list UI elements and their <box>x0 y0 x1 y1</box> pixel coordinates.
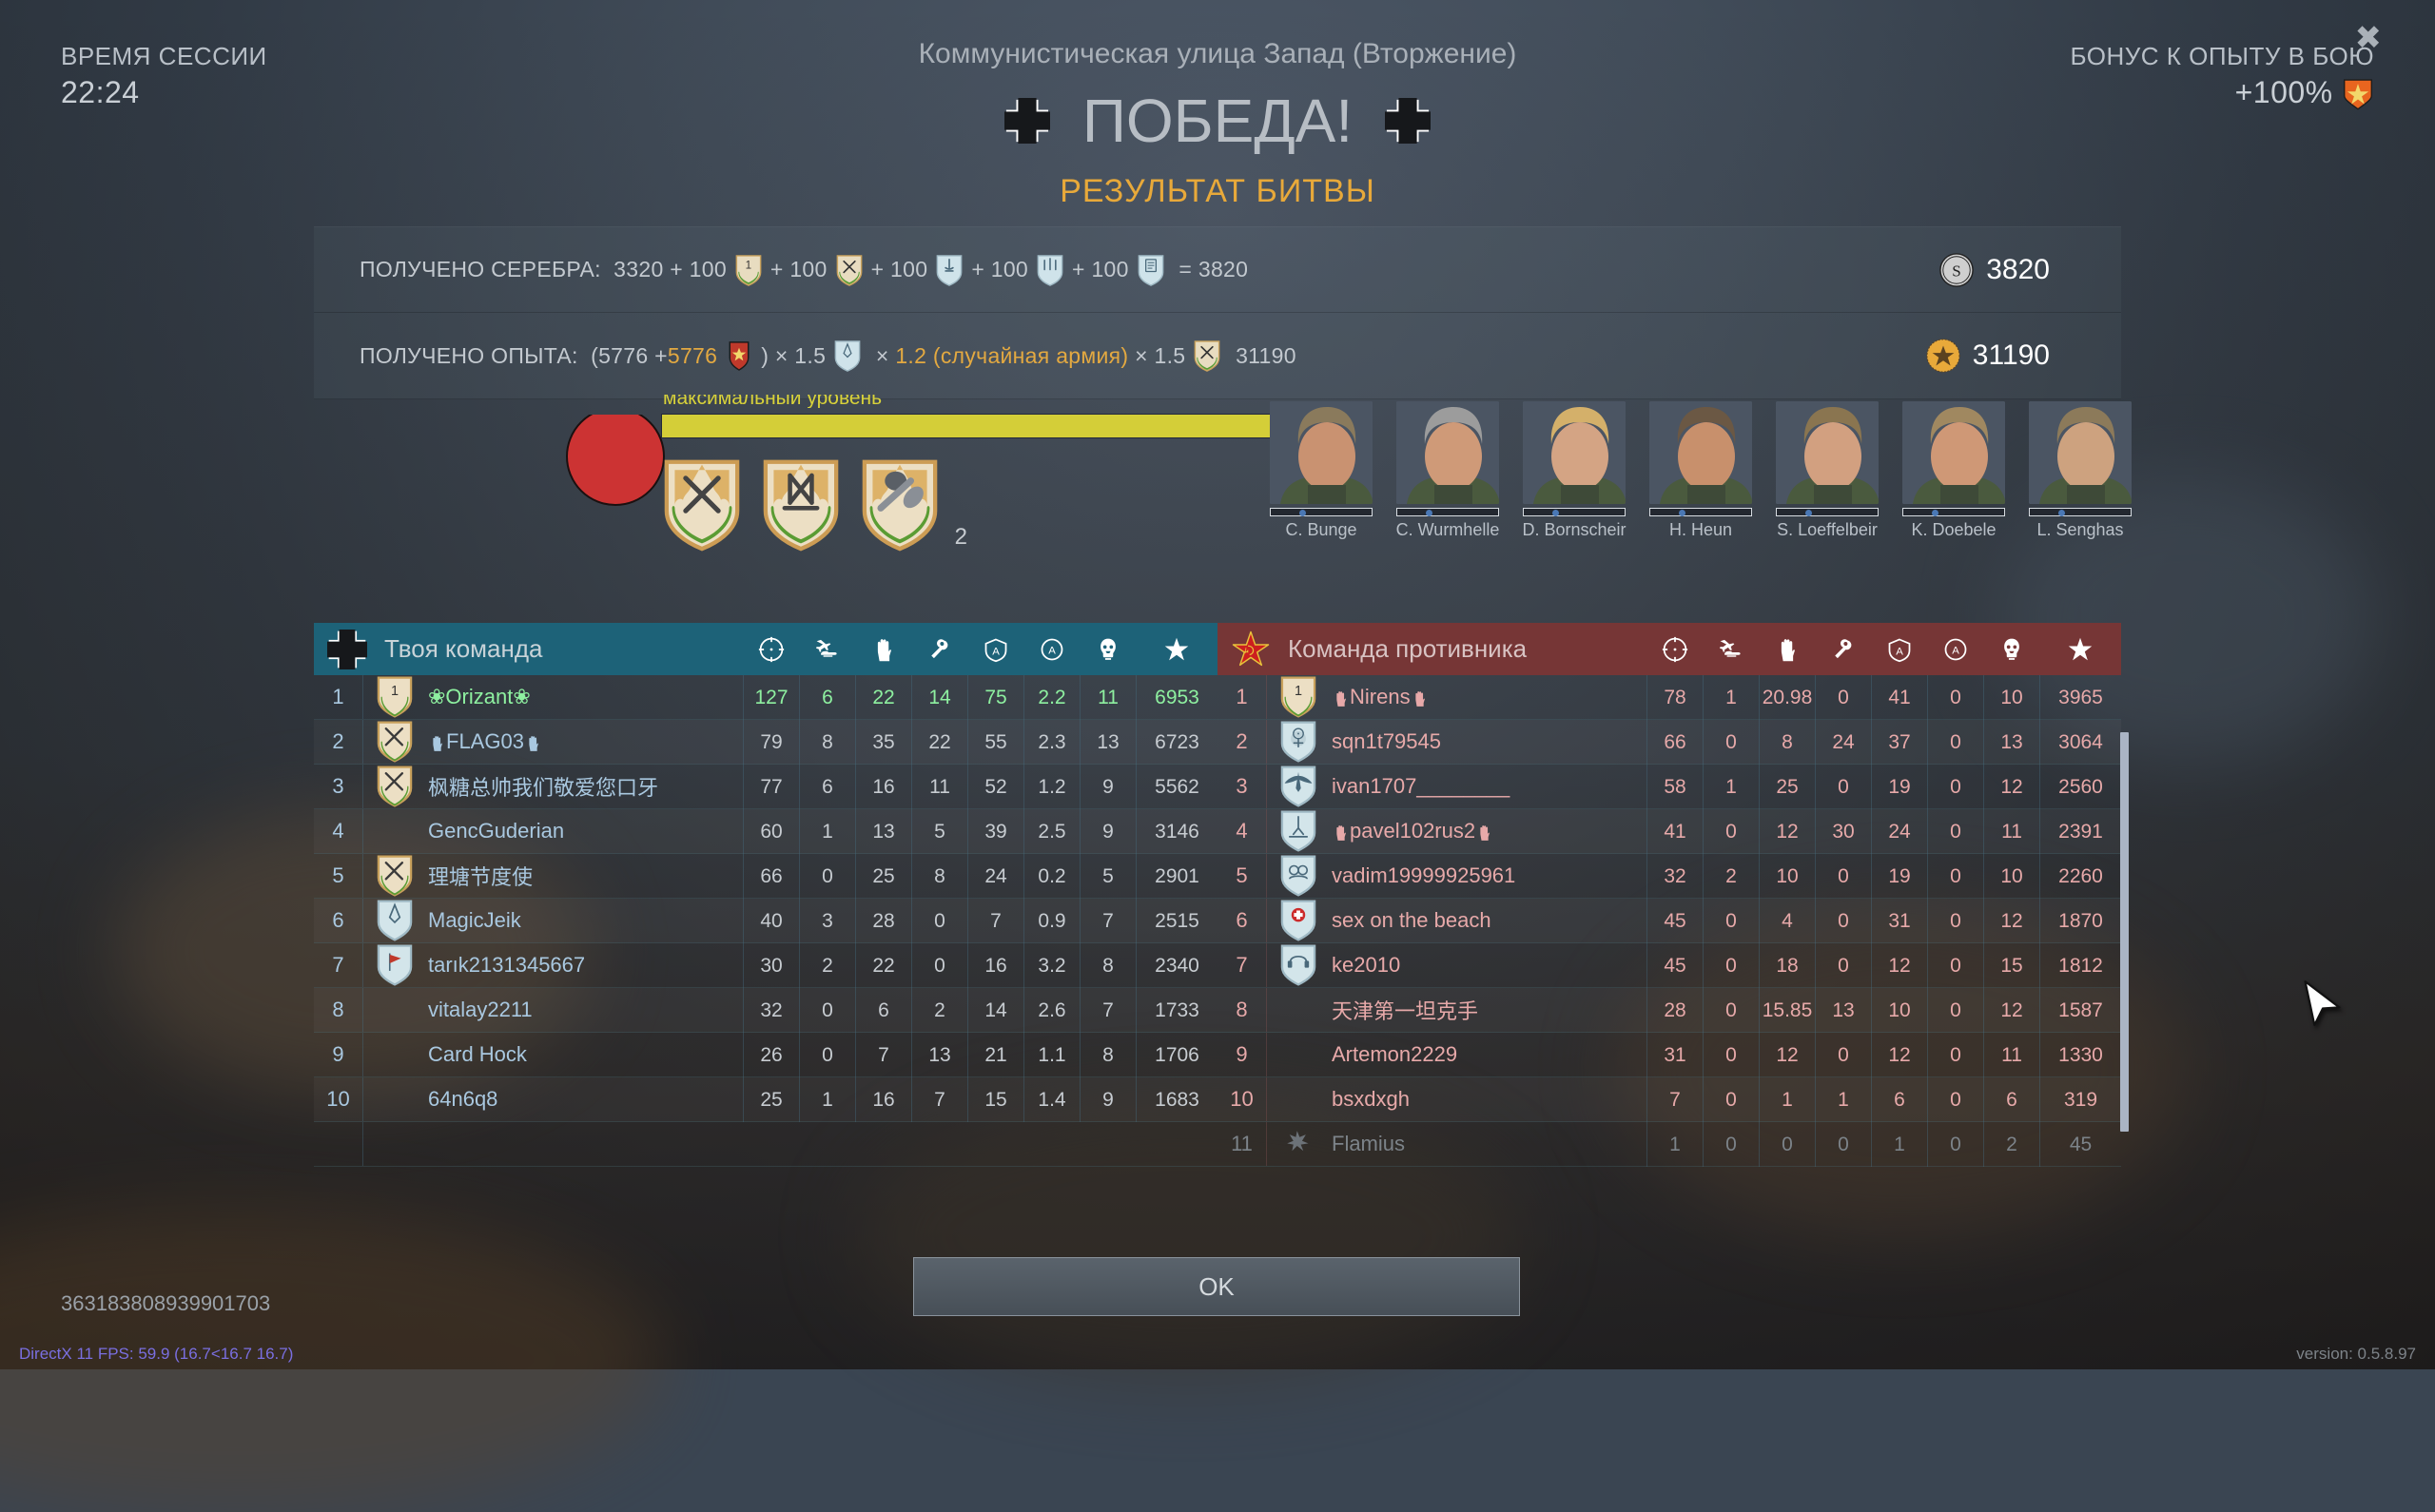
svg-text:A: A <box>1952 645 1959 656</box>
svg-text:1: 1 <box>391 684 399 699</box>
svg-text:A: A <box>1048 645 1056 656</box>
svg-text:1: 1 <box>1295 684 1302 699</box>
svg-text:S: S <box>1952 262 1961 280</box>
svg-text:A: A <box>992 646 1000 657</box>
svg-text:1: 1 <box>746 259 752 271</box>
svg-text:A: A <box>1896 646 1903 657</box>
